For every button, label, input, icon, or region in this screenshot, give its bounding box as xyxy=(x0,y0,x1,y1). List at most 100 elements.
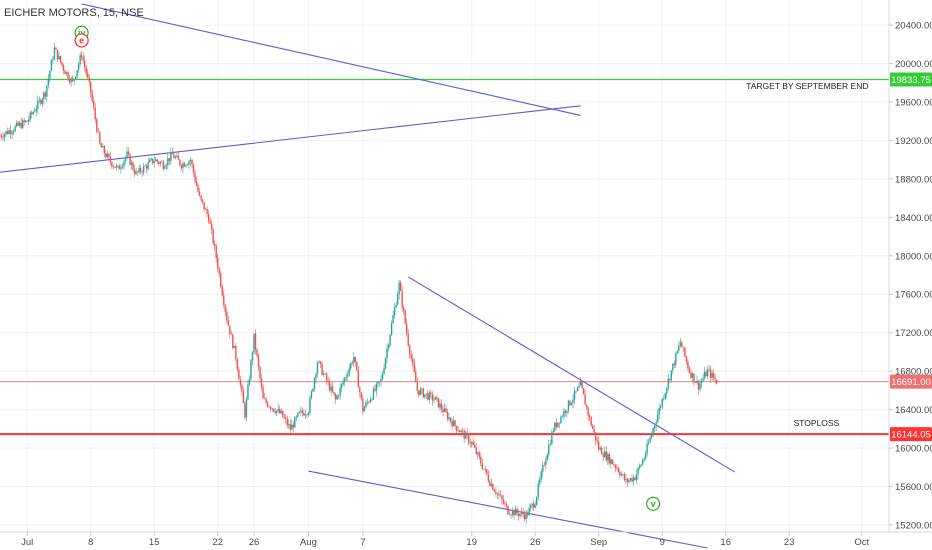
candle-body xyxy=(588,415,591,418)
candle-body xyxy=(40,99,42,104)
candle-body xyxy=(251,352,254,361)
candle-body xyxy=(505,503,508,506)
candle-body xyxy=(133,169,136,174)
candle-body xyxy=(715,379,718,384)
candle-body xyxy=(5,131,7,134)
candle-body xyxy=(32,112,34,115)
candle-body xyxy=(436,396,438,399)
candle-body xyxy=(371,399,373,400)
candle-body xyxy=(495,491,497,494)
candle-body xyxy=(449,417,452,422)
candle-body xyxy=(289,424,291,430)
candle-body xyxy=(102,146,104,148)
candle-body xyxy=(259,366,261,379)
price-levels xyxy=(0,78,889,436)
candle-body xyxy=(558,422,561,424)
candle-body xyxy=(220,273,222,287)
candle-body xyxy=(340,383,343,388)
candle-body xyxy=(272,408,275,412)
candle-body xyxy=(191,159,193,165)
price-badges: 19833.75 16691.00 16144.05 xyxy=(890,72,932,442)
wave-label: iv xyxy=(78,28,86,38)
candle-body xyxy=(304,414,307,416)
candle-body xyxy=(563,410,565,417)
candle-body xyxy=(129,154,131,165)
candle-body xyxy=(611,459,614,465)
candle-body xyxy=(374,388,376,391)
candle-body xyxy=(88,77,90,82)
candle-body xyxy=(147,162,149,169)
candle-body xyxy=(331,386,334,393)
candle-body xyxy=(499,495,502,496)
candle-body xyxy=(528,508,530,516)
candle-body xyxy=(327,380,329,382)
candle-body xyxy=(56,49,59,60)
candle-body xyxy=(673,363,676,365)
candle-body xyxy=(351,362,353,364)
candle-body xyxy=(11,132,13,134)
candle-body xyxy=(649,437,651,443)
candle-body xyxy=(567,400,570,411)
candle-body xyxy=(653,425,656,429)
candle-body xyxy=(271,408,273,410)
price-tick-label: 16800.00 xyxy=(895,367,932,378)
candle-body xyxy=(217,258,219,269)
candle-body xyxy=(247,384,249,400)
candle-body xyxy=(457,430,459,432)
candle-body xyxy=(49,70,51,79)
candle-body xyxy=(223,295,225,305)
candle-body xyxy=(386,348,388,359)
candle-body xyxy=(519,513,521,516)
price-tick-label: 18400.00 xyxy=(895,213,932,224)
candle-body xyxy=(318,361,320,363)
price-axis[interactable]: 20400.00 20000.00 19600.00 19200.00 18800.00… xyxy=(889,21,932,532)
candle-body xyxy=(387,344,390,349)
trendline[interactable] xyxy=(407,276,736,473)
candle-body xyxy=(79,55,81,65)
candle-body xyxy=(106,153,109,158)
candle-body xyxy=(572,399,574,403)
candle-body xyxy=(70,78,72,83)
candle-body xyxy=(496,493,499,495)
candle-body xyxy=(451,421,453,427)
candle-body xyxy=(696,380,698,383)
candle-body xyxy=(407,333,409,346)
time-axis[interactable]: Jul 8 15 22 26 Aug 7 19 26 Sep 9 16 23 Oct xyxy=(21,532,870,548)
candle-body xyxy=(253,333,255,353)
candle-body xyxy=(433,399,435,401)
candle-body xyxy=(238,369,240,380)
candle-body xyxy=(492,483,494,490)
candle-body xyxy=(236,359,239,370)
candle-body xyxy=(127,151,130,155)
time-tick-label: 8 xyxy=(88,537,93,548)
candle-body xyxy=(466,432,468,436)
candle-body xyxy=(681,342,683,348)
candle-body xyxy=(164,167,166,169)
candle-body xyxy=(306,414,308,415)
candle-body xyxy=(549,444,552,445)
candle-body xyxy=(481,463,483,469)
candle-body xyxy=(182,163,184,169)
candle-body xyxy=(34,111,36,113)
candle-body xyxy=(458,431,461,433)
candle-body xyxy=(198,191,201,196)
candle-body xyxy=(103,146,106,154)
candle-body xyxy=(111,161,113,167)
price-badge-label: 16691.00 xyxy=(891,377,931,388)
candle-body xyxy=(590,417,592,426)
trendline[interactable] xyxy=(81,3,581,116)
candle-body xyxy=(174,156,177,159)
candle-body xyxy=(257,356,260,367)
price-badge-target xyxy=(890,72,932,87)
candle-body xyxy=(112,166,115,168)
candle-body xyxy=(625,478,627,480)
candle-body xyxy=(301,410,304,414)
candle-body xyxy=(493,489,496,492)
candle-body xyxy=(643,458,645,461)
trendline[interactable] xyxy=(0,105,581,173)
candle-body xyxy=(516,508,518,514)
candle-body xyxy=(213,243,216,246)
candle-body xyxy=(53,47,56,60)
candle-body xyxy=(188,161,190,165)
